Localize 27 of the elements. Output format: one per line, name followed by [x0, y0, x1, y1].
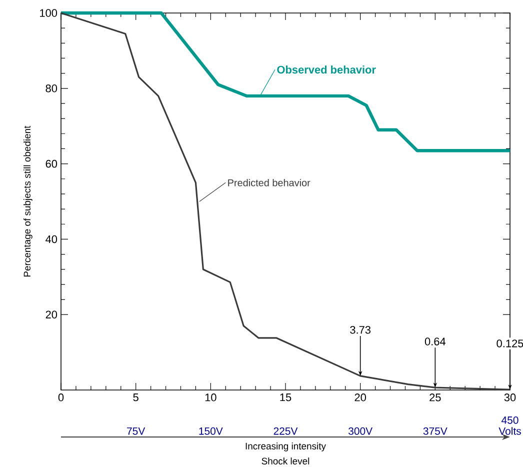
y-tick-label: 60: [46, 160, 58, 168]
y-tick-label: 20: [46, 310, 58, 318]
y-axis-title: Percentage of subjects still obedient: [24, 126, 32, 276]
x-tick-label: 30: [504, 394, 516, 402]
x-tick-label: 10: [205, 394, 216, 402]
line-series: [59, 11, 512, 152]
y-tick-label: 100: [40, 9, 58, 17]
x-axis-title: Shock level: [262, 458, 310, 464]
x2-tick-label: 75V: [127, 428, 146, 435]
annotation: 0.64: [424, 338, 446, 346]
x-tick-label: 25: [430, 394, 441, 402]
x2-tick-label: 450 Volts: [498, 416, 521, 435]
y-tick-label: 80: [46, 84, 58, 92]
annotation: 0.125: [496, 340, 523, 348]
x-tick-label: 20: [354, 394, 366, 402]
y-tick-label: 40: [46, 235, 58, 244]
text: Observed behavior: [277, 66, 376, 74]
x-tick-label: 0: [58, 394, 64, 402]
x2-tick-label: 300V: [348, 427, 372, 435]
x2-tick-label: 225V: [274, 427, 298, 435]
x2-tick-label: 150V: [199, 427, 223, 435]
text: Predicted behavior: [228, 178, 310, 186]
x-tick-label: 15: [280, 394, 292, 402]
x2-axis-title: Increasing intensity: [246, 442, 326, 452]
x-tick-label: 5: [133, 394, 138, 402]
annotation: 3.73: [350, 326, 371, 334]
x2-tick-label: 375V: [423, 427, 448, 435]
